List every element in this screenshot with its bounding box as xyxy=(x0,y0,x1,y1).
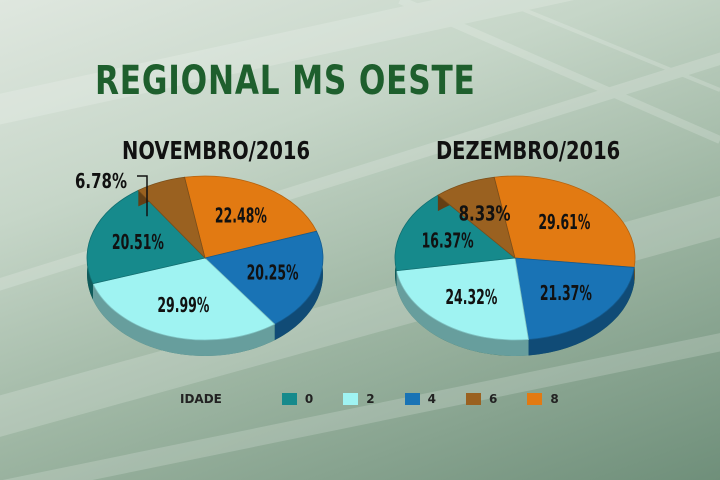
legend-item-0: 0 xyxy=(281,392,314,406)
legend-swatch-4 xyxy=(404,393,420,405)
pie-chart-1: 29.61% 21.37% 24.32% 16.37% 8.33% xyxy=(394,175,636,356)
legend-swatch-8 xyxy=(527,393,543,405)
pie-slice-2 xyxy=(395,257,529,341)
pie-slice-2 xyxy=(92,257,276,341)
pie-slice-4 xyxy=(204,230,324,325)
legend-item-6: 6 xyxy=(465,392,498,406)
slice-label-2: 24.32% xyxy=(445,285,497,309)
pie-chart-0: 22.48% 20.25% 29.99% 20.51% 6.78% xyxy=(75,169,324,356)
legend-item-8: 8 xyxy=(527,392,559,406)
pie-slice-4 xyxy=(514,257,635,340)
slice-label-4: 20.25% xyxy=(247,261,299,285)
legend-swatch-2 xyxy=(343,393,359,405)
pie-slice-side-2 xyxy=(396,270,529,356)
legend-text-0: 0 xyxy=(304,392,314,406)
legend-label: IDADE xyxy=(180,392,222,406)
pie-slice-8 xyxy=(493,175,636,268)
pie-slice-8 xyxy=(184,175,318,259)
pie-slice-6 xyxy=(437,176,516,260)
pie-slice-0 xyxy=(86,189,206,285)
legend-text-6: 6 xyxy=(488,392,498,406)
callout-line xyxy=(137,175,148,217)
legend-text-8: 8 xyxy=(550,392,559,406)
chart-title-dezembro: DEZEMBRO/2016 xyxy=(436,136,621,165)
legend-item-4: 4 xyxy=(404,392,436,406)
pie-slice-side-4 xyxy=(528,267,635,356)
pie-slice-side-2 xyxy=(92,283,275,356)
legend-swatch-6 xyxy=(465,393,481,405)
slice-label-6: 8.33% xyxy=(459,201,511,225)
legend-text-2: 2 xyxy=(366,392,375,406)
legend-item-2: 2 xyxy=(343,392,375,406)
page-title: REGIONAL MS OESTE xyxy=(95,58,476,104)
slice-label-0: 20.51% xyxy=(112,230,164,254)
legend-text-4: 4 xyxy=(427,392,436,406)
pie-slice-0 xyxy=(394,194,516,272)
slice-label-2: 29.99% xyxy=(157,293,209,317)
legend-swatch-0 xyxy=(281,393,297,405)
legend: IDADE 0 2 4 6 8 xyxy=(180,392,589,406)
pie-slice-6 xyxy=(137,176,206,260)
slice-label-0: 16.37% xyxy=(422,229,474,253)
slice-label-6: 6.78% xyxy=(75,169,127,193)
slice-label-8: 29.61% xyxy=(538,210,590,234)
chart-title-novembro: NOVEMBRO/2016 xyxy=(122,136,311,165)
slice-label-8: 22.48% xyxy=(215,204,267,228)
slice-label-4: 21.37% xyxy=(540,281,592,305)
